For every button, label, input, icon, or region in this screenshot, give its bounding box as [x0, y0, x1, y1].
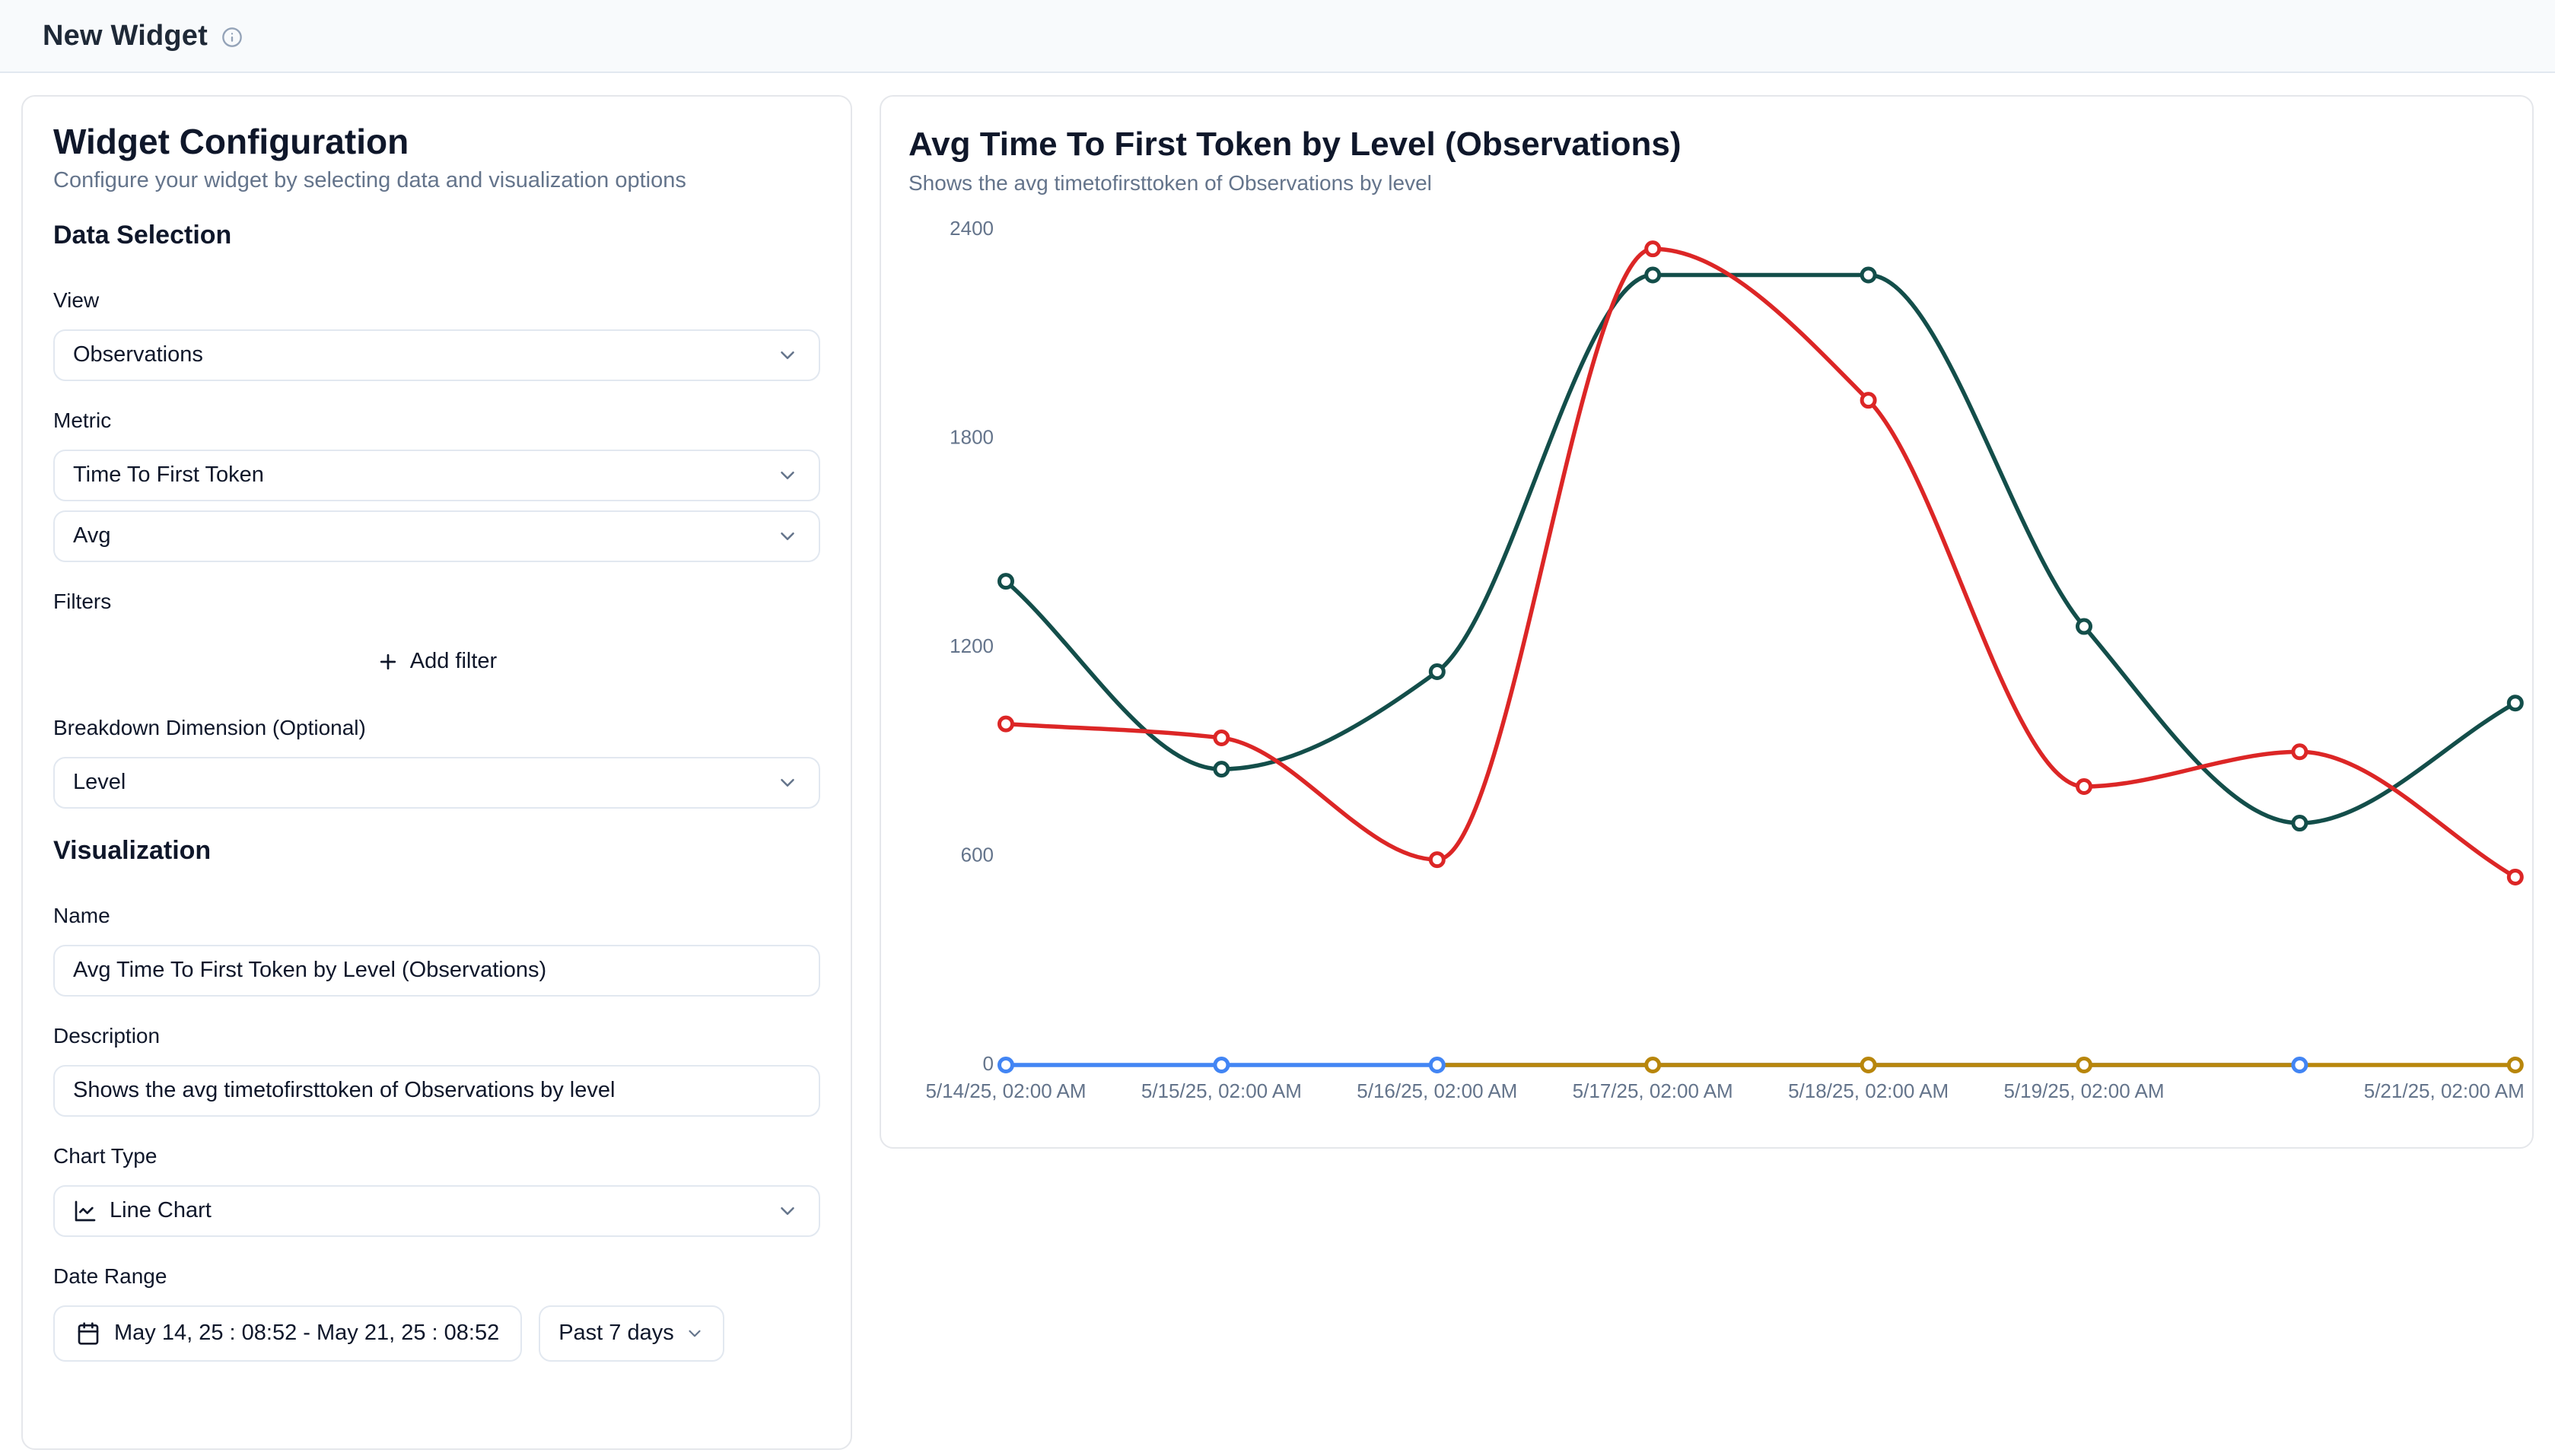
series-blue-point	[2291, 1057, 2308, 1073]
date-range-button[interactable]: May 14, 25 : 08:52 - May 21, 25 : 08:52	[53, 1305, 523, 1362]
filters-label: Filters	[53, 589, 112, 613]
chart-subtitle: Shows the avg timetofirsttoken of Observ…	[908, 171, 1432, 195]
x-axis-tick: 5/17/25, 02:00 AM	[1573, 1079, 1733, 1102]
date-preset-value: Past 7 days	[558, 1321, 674, 1346]
breakdown-select-value: Level	[73, 770, 126, 795]
page-header: New Widget	[0, 0, 2555, 73]
chevron-down-icon	[781, 532, 794, 540]
series-gold-point	[1644, 1057, 1662, 1073]
description-input-value: Shows the avg timetofirsttoken of Observ…	[73, 1078, 616, 1103]
chevron-down-icon	[781, 471, 794, 479]
aggregation-select-value: Avg	[73, 523, 111, 548]
series-red-line	[1004, 246, 2518, 879]
series-teal-point	[1213, 761, 1230, 778]
series-teal-point	[1860, 266, 1877, 284]
description-input[interactable]: Shows the avg timetofirsttoken of Observ…	[53, 1064, 820, 1117]
x-axis-tick: 5/16/25, 02:00 AM	[1357, 1079, 1517, 1102]
x-axis-tick: 5/18/25, 02:00 AM	[1788, 1079, 1949, 1102]
series-red-point	[1644, 240, 1662, 258]
chart-title: Avg Time To First Token by Level (Observ…	[908, 126, 1682, 163]
series-teal-point	[998, 573, 1014, 590]
section-data-selection: Data Selection	[53, 220, 232, 250]
x-axis-tick: 5/14/25, 02:00 AM	[925, 1079, 1086, 1102]
name-input[interactable]: Avg Time To First Token by Level (Observ…	[53, 944, 820, 997]
config-subtitle: Configure your widget by selecting data …	[53, 167, 686, 192]
series-red-point	[2076, 778, 2092, 795]
view-select-value: Observations	[73, 342, 203, 367]
x-axis-tick: 5/19/25, 02:00 AM	[2003, 1079, 2164, 1102]
series-teal-point	[2291, 815, 2308, 832]
name-label: Name	[53, 903, 110, 927]
series-gold-point	[2076, 1057, 2092, 1073]
series-teal-point	[1428, 663, 1446, 681]
plus-icon	[380, 653, 396, 670]
date-range-value: May 14, 25 : 08:52 - May 21, 25 : 08:52	[114, 1321, 500, 1346]
series-red-point	[998, 715, 1014, 733]
series-blue-point	[1428, 1057, 1446, 1073]
metric-select[interactable]: Time To First Token	[53, 449, 820, 501]
breakdown-select[interactable]: Level	[53, 756, 820, 809]
x-axis-tick: 5/21/25, 02:00 AM	[2364, 1079, 2525, 1102]
config-title: Widget Configuration	[53, 122, 409, 161]
series-teal-point	[2506, 695, 2524, 712]
series-teal-line	[1004, 272, 2518, 825]
info-icon[interactable]	[221, 27, 243, 48]
name-input-value: Avg Time To First Token by Level (Observ…	[73, 958, 547, 983]
y-axis-tick: 600	[961, 843, 994, 866]
series-gold-point	[2506, 1057, 2524, 1073]
chart-type-select[interactable]: Line Chart	[53, 1184, 820, 1237]
chevron-down-icon	[781, 1206, 794, 1215]
line-chart-svg: 0 600 1200 1800 2400 5/14/25, 02:00 AM 5/15/25…	[925, 217, 2525, 1102]
breakdown-label: Breakdown Dimension (Optional)	[53, 715, 366, 739]
y-axis-tick: 1800	[950, 425, 994, 448]
series-teal-point	[1644, 266, 1662, 284]
description-label: Description	[53, 1023, 161, 1047]
line-chart-icon	[75, 1200, 96, 1222]
series-gold-point	[1860, 1057, 1877, 1073]
add-filter-label: Add filter	[409, 649, 498, 674]
metric-label: Metric	[53, 408, 112, 432]
series-red-point	[2506, 868, 2524, 885]
widget-configuration-panel: Widget Configuration Configure your widg…	[21, 95, 852, 1450]
series-red-point	[1213, 729, 1230, 746]
chevron-down-icon	[689, 1330, 701, 1337]
metric-select-value: Time To First Token	[73, 463, 264, 488]
x-axis-tick: 5/15/25, 02:00 AM	[1141, 1079, 1302, 1102]
chart-type-value: Line Chart	[110, 1198, 212, 1223]
series-red-point	[2291, 743, 2308, 761]
series-blue-point	[1213, 1057, 1230, 1073]
series-red-point	[1860, 392, 1877, 409]
chart-type-label: Chart Type	[53, 1143, 158, 1168]
view-label: View	[53, 288, 100, 312]
series-red-point	[1428, 851, 1446, 869]
aggregation-select[interactable]: Avg	[53, 510, 820, 562]
chart-panel: Avg Time To First Token by Level (Observ…	[880, 95, 2534, 1149]
section-visualization: Visualization	[53, 835, 212, 865]
date-range-label: Date Range	[53, 1264, 167, 1288]
series-teal-point	[2076, 618, 2092, 635]
chevron-down-icon	[781, 778, 794, 787]
y-axis-tick: 2400	[950, 217, 994, 240]
chevron-down-icon	[781, 351, 794, 359]
page-title: New Widget	[43, 19, 208, 52]
y-axis-tick: 0	[983, 1052, 994, 1075]
add-filter-button[interactable]: Add filter	[354, 635, 520, 688]
view-select[interactable]: Observations	[53, 329, 820, 381]
date-preset-button[interactable]: Past 7 days	[539, 1305, 724, 1362]
calendar-icon	[78, 1322, 99, 1345]
y-axis-tick: 1200	[950, 634, 994, 657]
series-blue-point	[998, 1057, 1014, 1073]
